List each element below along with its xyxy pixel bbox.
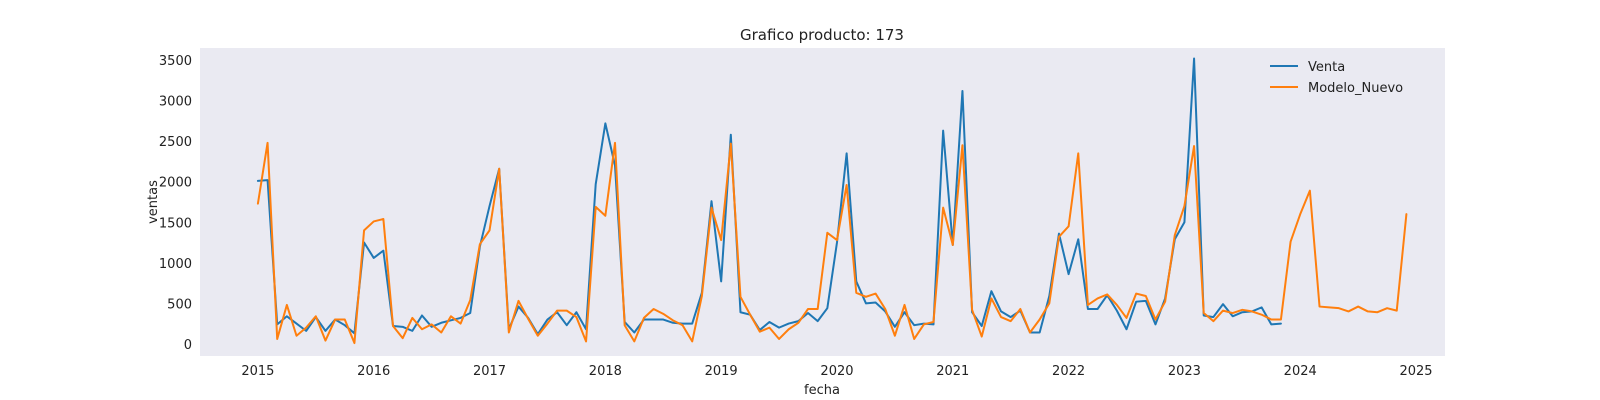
x-tick-label: 2023 [1168,364,1201,379]
y-tick-label: 500 [167,297,192,312]
x-tick-label: 2020 [820,364,853,379]
x-tick-label: 2022 [1052,364,1085,379]
chart-title: Grafico producto: 173 [740,26,904,44]
x-tick-label: 2017 [473,364,506,379]
x-tick-label: 2024 [1284,364,1317,379]
x-tick-label: 2025 [1399,364,1432,379]
x-tick-label: 2021 [936,364,969,379]
y-tick-label: 1500 [159,216,192,231]
y-tick-label: 2500 [159,135,192,150]
series-line-venta [256,57,1282,336]
y-axis: 0 500 1000 1500 2000 2500 3000 3500 [159,54,192,353]
x-tick-label: 2015 [241,364,274,379]
legend-label: Modelo_Nuevo [1308,81,1403,96]
x-tick-label: 2019 [705,364,738,379]
y-axis-label: ventas [146,180,161,224]
plot-area [200,48,1445,356]
y-tick-label: 0 [184,338,192,353]
x-tick-label: 2016 [357,364,390,379]
y-tick-label: 2000 [159,176,192,191]
legend-label: Venta [1308,60,1345,75]
series-line-modelo-nuevo [256,141,1408,345]
y-tick-label: 3500 [159,54,192,69]
x-tick-label: 2018 [589,364,622,379]
y-tick-label: 3000 [159,95,192,110]
x-axis-label: fecha [804,383,840,398]
legend: Venta Modelo_Nuevo [1270,60,1403,96]
x-axis: 2015 2016 2017 2018 2019 2020 2021 2022 2023 2024… [241,364,1432,379]
y-tick-label: 1000 [159,257,192,272]
series-lines [256,57,1408,345]
